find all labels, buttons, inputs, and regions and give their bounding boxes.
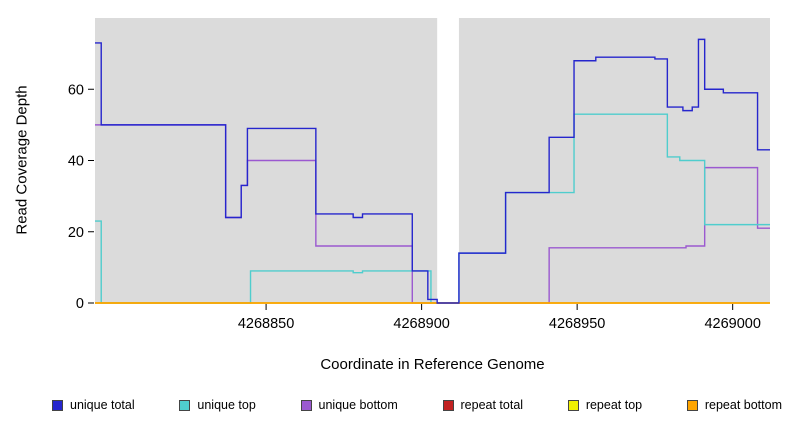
legend: unique total unique top unique bottom re… [52, 398, 782, 412]
legend-item-unique-bottom: unique bottom [300, 398, 398, 412]
legend-label-unique-bottom: unique bottom [318, 398, 398, 412]
legend-label-repeat-total: repeat total [460, 398, 524, 412]
legend-item-repeat-bottom: repeat bottom [686, 398, 782, 412]
legend-item-unique-total: unique total [52, 398, 135, 412]
legend-swatch-repeat-total [442, 399, 454, 411]
legend-swatch-unique-bottom [300, 399, 312, 411]
legend-swatch-unique-total [52, 399, 63, 411]
x-axis-label: Coordinate in Reference Genome [320, 356, 545, 373]
y-tick-label: 40 [68, 154, 84, 170]
legend-label-unique-top: unique top [197, 398, 256, 412]
x-tick-label: 4268850 [238, 316, 294, 332]
y-tick-label: 20 [68, 225, 84, 241]
y-tick-label: 0 [76, 296, 84, 312]
series-line-unique-total [95, 38, 770, 304]
legend-item-repeat-total: repeat total [442, 398, 524, 412]
y-tick-label: 60 [68, 82, 84, 98]
chart-svg: 4268850 4268900 4268950 4269000 0 20 40 60 [67, 11, 770, 332]
legend-label-repeat-bottom: repeat bottom [704, 398, 782, 412]
y-axis-label: Read Coverage Depth [13, 85, 31, 235]
legend-item-repeat-top: repeat top [567, 398, 643, 412]
legend-label-unique-total: unique total [70, 398, 135, 412]
x-tick-label: 4268900 [393, 316, 449, 332]
legend-label-repeat-top: repeat top [585, 398, 643, 412]
legend-item-unique-top: unique top [179, 398, 256, 412]
x-tick-label: 4268950 [549, 316, 605, 332]
legend-swatch-repeat-top [567, 399, 579, 411]
legend-swatch-unique-top [179, 399, 191, 411]
gap-band [437, 11, 459, 303]
legend-swatch-repeat-bottom [686, 399, 698, 411]
plot-area [95, 18, 770, 303]
x-tick-label: 4269000 [704, 316, 760, 332]
